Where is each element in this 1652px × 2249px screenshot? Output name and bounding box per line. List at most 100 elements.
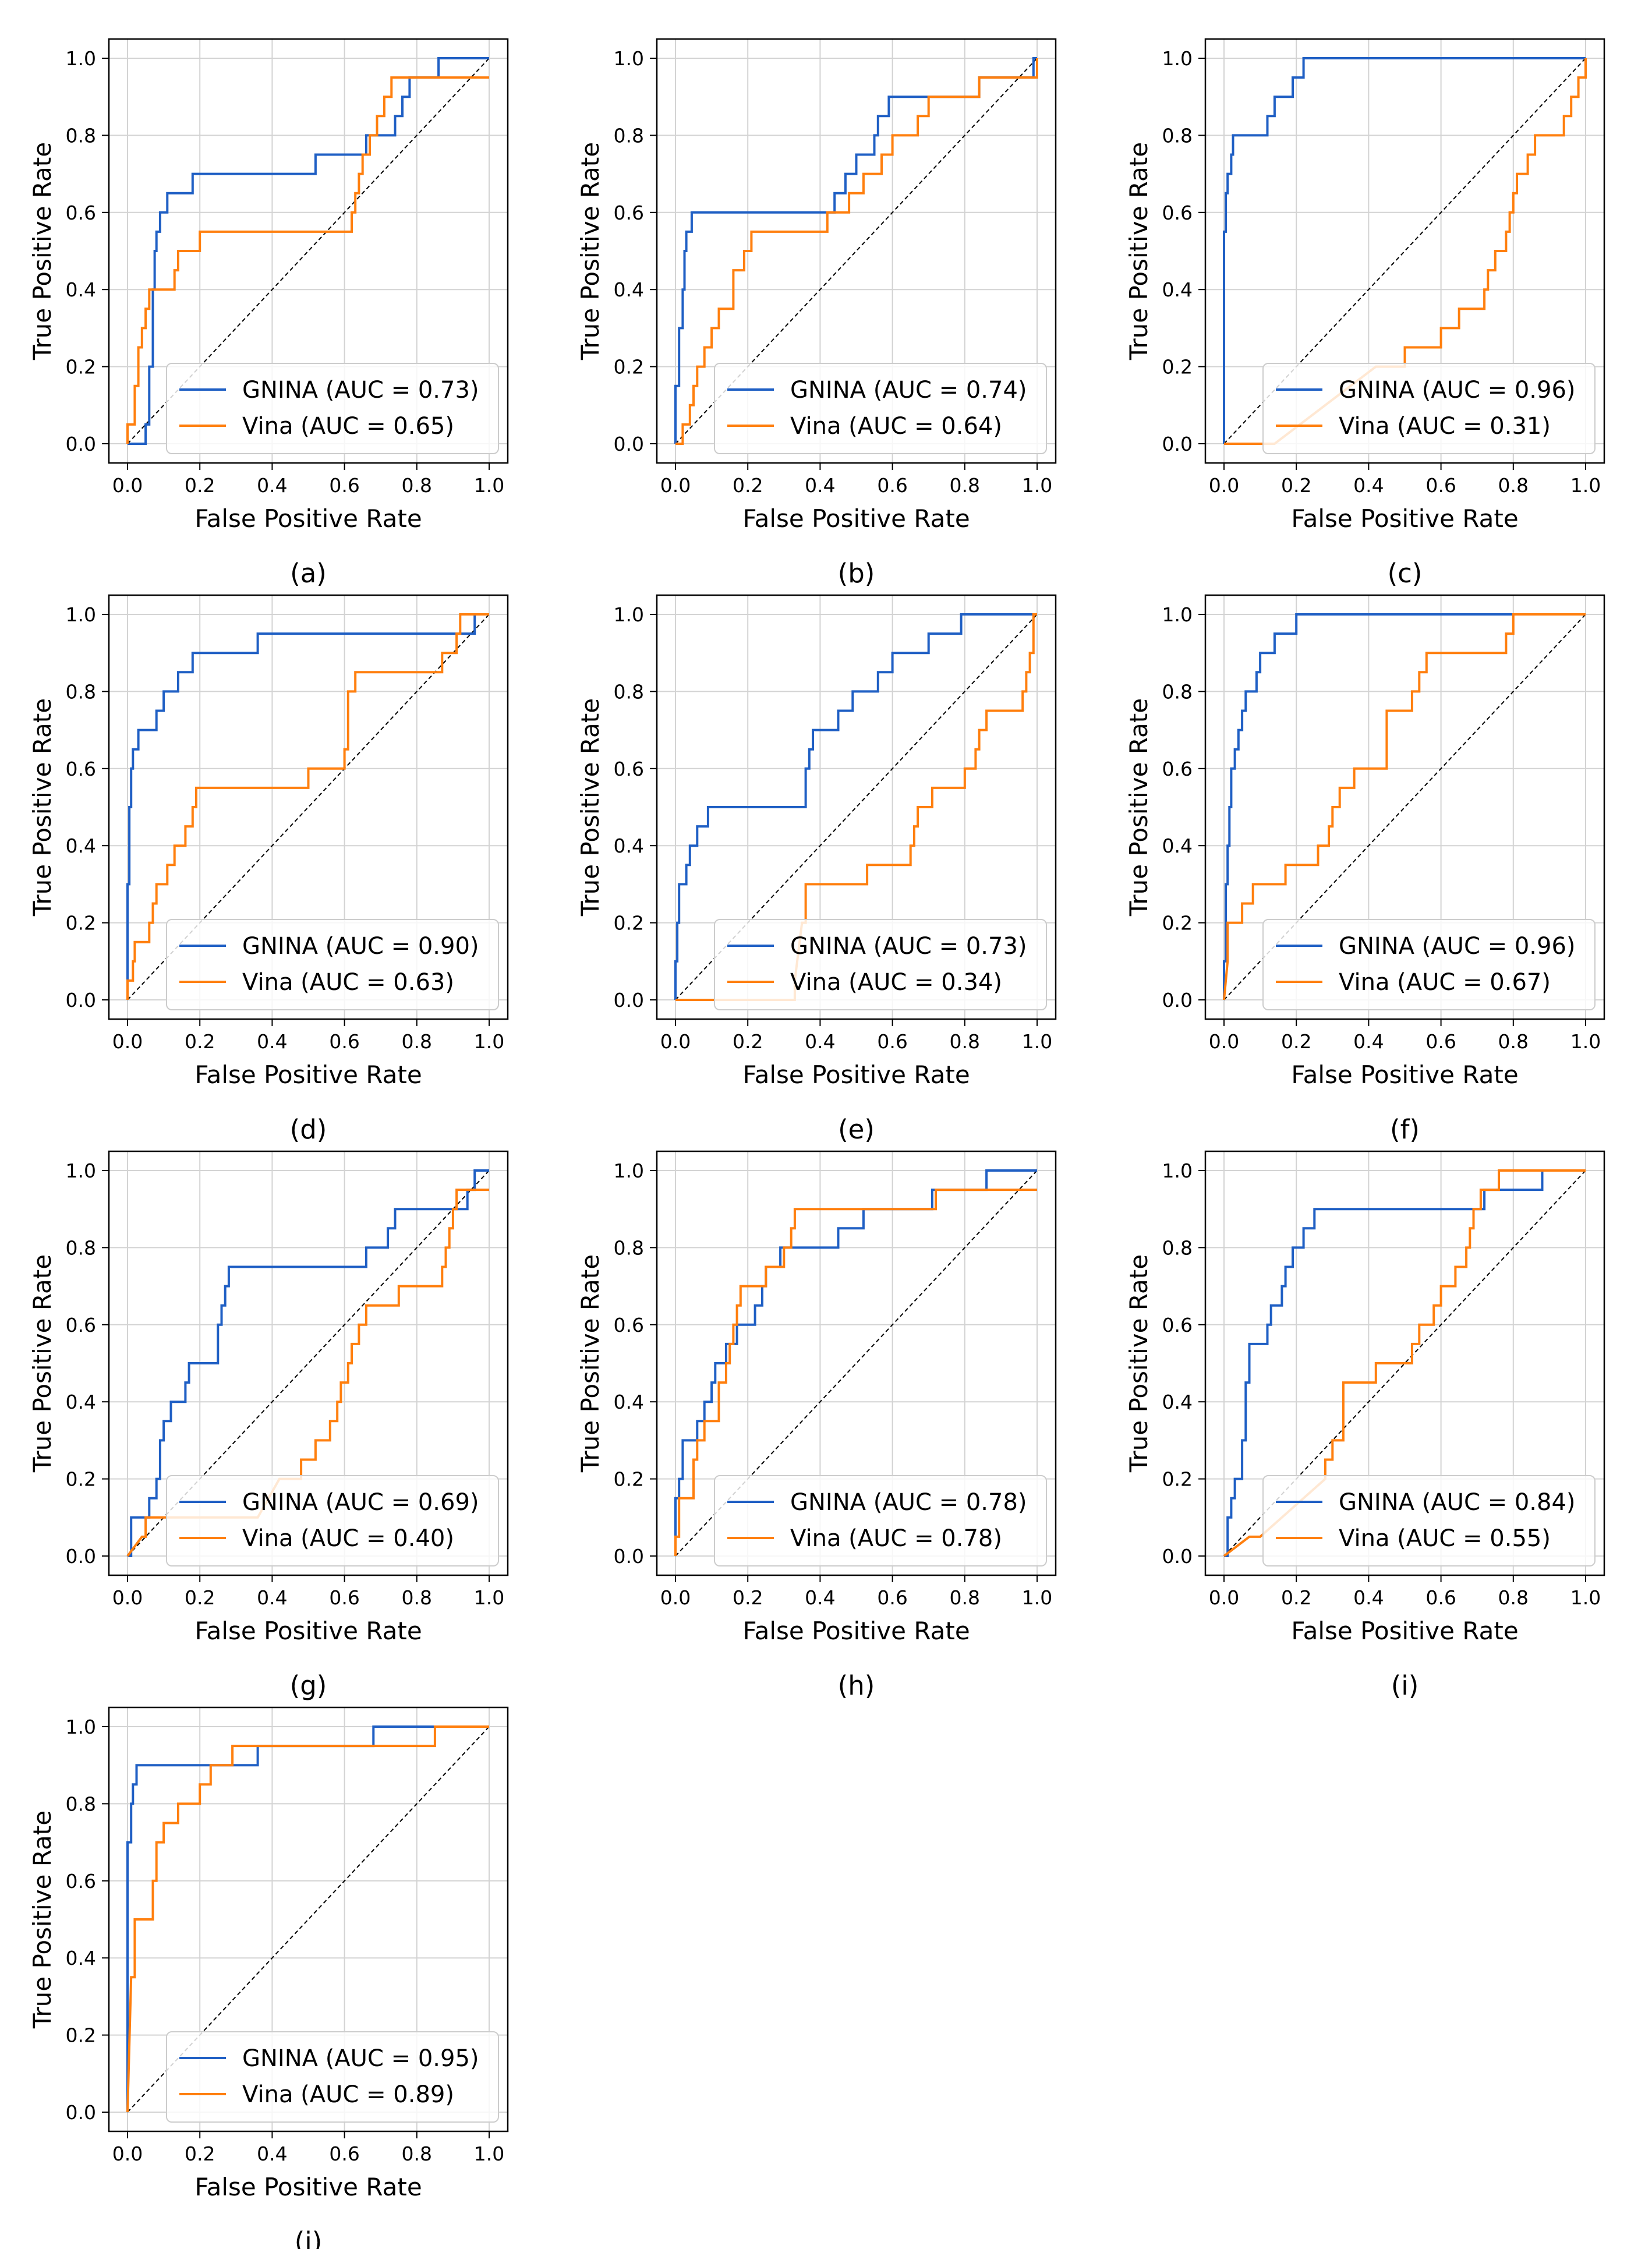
y-tick-label: 0.0 <box>66 1545 96 1568</box>
x-tick-label: 0.0 <box>112 1030 143 1053</box>
y-tick-label: 0.8 <box>66 680 96 703</box>
legend-label-vina: Vina (AUC = 0.63) <box>242 969 454 996</box>
y-axis-label: True Positive Rate <box>28 1254 56 1473</box>
x-tick-label: 1.0 <box>1022 474 1052 497</box>
y-tick-label: 0.2 <box>66 1468 96 1491</box>
x-tick-label: 0.0 <box>112 1586 143 1609</box>
y-tick-label: 0.6 <box>614 1314 644 1336</box>
legend-box <box>166 363 499 454</box>
x-tick-label: 0.4 <box>805 1030 835 1053</box>
legend-label-vina: Vina (AUC = 0.65) <box>242 413 454 440</box>
axes-frame <box>1204 594 1605 1020</box>
x-tick-label: 1.0 <box>1570 1586 1601 1609</box>
gnina-roc-line <box>674 613 1037 1000</box>
x-axis-label: False Positive Rate <box>1291 1060 1518 1089</box>
y-tick-label: 0.4 <box>614 278 644 301</box>
x-tick-label: 1.0 <box>474 2142 504 2165</box>
x-tick-label: 0.2 <box>733 1586 763 1609</box>
chance-diagonal <box>127 1726 490 2113</box>
x-tick-label: 1.0 <box>1570 1030 1601 1053</box>
legend-label-gnina: GNINA (AUC = 0.96) <box>1339 377 1576 404</box>
y-axis-label: True Positive Rate <box>576 142 604 360</box>
vina-roc-line <box>675 613 1037 1001</box>
chance-diagonal <box>1223 614 1586 1000</box>
legend: GNINA (AUC = 0.73) Vina (AUC = 0.65) <box>166 363 499 454</box>
y-tick-label: 1.0 <box>66 1716 96 1738</box>
legend: GNINA (AUC = 0.96) Vina (AUC = 0.31) <box>1262 363 1596 454</box>
x-tick-label: 0.8 <box>1498 1030 1529 1053</box>
x-axis-label: False Positive Rate <box>194 1617 422 1645</box>
x-tick-label: 0.8 <box>402 2142 432 2165</box>
x-tick-label: 0.8 <box>402 474 432 497</box>
x-tick-label: 1.0 <box>474 1586 504 1609</box>
chance-diagonal <box>675 58 1038 444</box>
roc-panel-a: 0.0 0.0 0.2 0.2 0.4 0.4 0.6 0.6 0.8 0.8 1.0 1.0 GNIN… <box>28 38 509 589</box>
vina-roc-line <box>1224 58 1587 445</box>
legend-label-gnina: GNINA (AUC = 0.73) <box>242 377 479 404</box>
axes-frame <box>108 38 509 464</box>
y-tick-label: 0.6 <box>614 201 644 224</box>
legend-box <box>714 1475 1047 1566</box>
x-tick-label: 0.2 <box>733 1030 763 1053</box>
y-tick-label: 0.4 <box>66 1391 96 1413</box>
legend-label-gnina: GNINA (AUC = 0.73) <box>790 933 1027 960</box>
y-tick-label: 1.0 <box>614 47 644 70</box>
y-tick-label: 0.6 <box>1162 758 1193 780</box>
legend-label-vina: Vina (AUC = 0.31) <box>1339 413 1551 440</box>
x-tick-label: 0.6 <box>1425 474 1456 497</box>
panel-caption: (i) <box>1391 1670 1419 1701</box>
legend-box <box>714 919 1047 1010</box>
x-tick-label: 0.2 <box>733 474 763 497</box>
x-tick-label: 0.8 <box>950 1030 980 1053</box>
y-axis-label: True Positive Rate <box>28 1810 56 2029</box>
legend-label-vina: Vina (AUC = 0.40) <box>242 1525 454 1552</box>
x-tick-label: 1.0 <box>1022 1586 1052 1609</box>
vina-roc-line <box>1223 613 1586 1000</box>
panel-caption: (b) <box>838 558 875 589</box>
legend-box <box>1262 919 1596 1010</box>
x-tick-label: 0.4 <box>257 1030 287 1053</box>
roc-panel-c: 0.0 0.0 0.2 0.2 0.4 0.4 0.6 0.6 0.8 0.8 1.0 1.0 GNIN… <box>1124 38 1605 589</box>
x-tick-label: 0.6 <box>329 2142 359 2165</box>
x-tick-label: 0.8 <box>402 1030 432 1053</box>
y-tick-label: 1.0 <box>614 603 644 626</box>
x-tick-label: 0.6 <box>1425 1586 1456 1609</box>
chance-diagonal <box>1223 58 1586 444</box>
y-tick-label: 1.0 <box>1162 1159 1193 1182</box>
y-tick-label: 0.8 <box>614 124 644 147</box>
y-tick-label: 0.4 <box>66 834 96 857</box>
panel-caption: (d) <box>290 1114 327 1145</box>
panel-caption: (a) <box>290 558 327 589</box>
y-axis-label: True Positive Rate <box>1124 1254 1153 1473</box>
vina-roc-line <box>126 1725 489 2113</box>
x-tick-label: 0.8 <box>1498 474 1529 497</box>
y-tick-label: 0.6 <box>66 1314 96 1336</box>
roc-panel-i: 0.0 0.0 0.2 0.2 0.4 0.4 0.6 0.6 0.8 0.8 1.0 1.0 GNIN… <box>1124 1150 1605 1701</box>
x-tick-label: 0.8 <box>950 1586 980 1609</box>
y-tick-label: 0.2 <box>614 356 644 379</box>
x-tick-label: 1.0 <box>474 474 504 497</box>
x-tick-label: 0.0 <box>112 474 143 497</box>
y-tick-label: 0.0 <box>1162 433 1193 455</box>
roc-panel-j: 0.0 0.0 0.2 0.2 0.4 0.4 0.6 0.6 0.8 0.8 1.0 1.0 GNIN… <box>28 1706 509 2249</box>
x-tick-label: 0.8 <box>402 1586 432 1609</box>
x-tick-label: 0.6 <box>329 474 359 497</box>
vina-roc-line <box>126 613 489 1000</box>
y-tick-label: 0.8 <box>1162 124 1193 147</box>
y-tick-label: 0.4 <box>1162 1391 1193 1413</box>
y-tick-label: 0.2 <box>66 2024 96 2047</box>
x-tick-label: 0.0 <box>1209 474 1239 497</box>
y-axis-label: True Positive Rate <box>28 142 56 360</box>
legend-label-vina: Vina (AUC = 0.67) <box>1339 969 1551 996</box>
axes-frame <box>108 1706 509 2133</box>
y-tick-label: 1.0 <box>1162 47 1193 70</box>
y-axis-label: True Positive Rate <box>1124 698 1153 917</box>
x-tick-label: 0.2 <box>1281 1586 1311 1609</box>
legend: GNINA (AUC = 0.96) Vina (AUC = 0.67) <box>1262 919 1596 1010</box>
axes-frame <box>656 594 1057 1020</box>
gnina-roc-line <box>1223 57 1586 444</box>
legend: GNINA (AUC = 0.74) Vina (AUC = 0.64) <box>714 363 1047 454</box>
x-tick-label: 0.6 <box>329 1030 359 1053</box>
y-tick-label: 1.0 <box>1162 603 1193 626</box>
panel-caption: (f) <box>1390 1114 1420 1145</box>
